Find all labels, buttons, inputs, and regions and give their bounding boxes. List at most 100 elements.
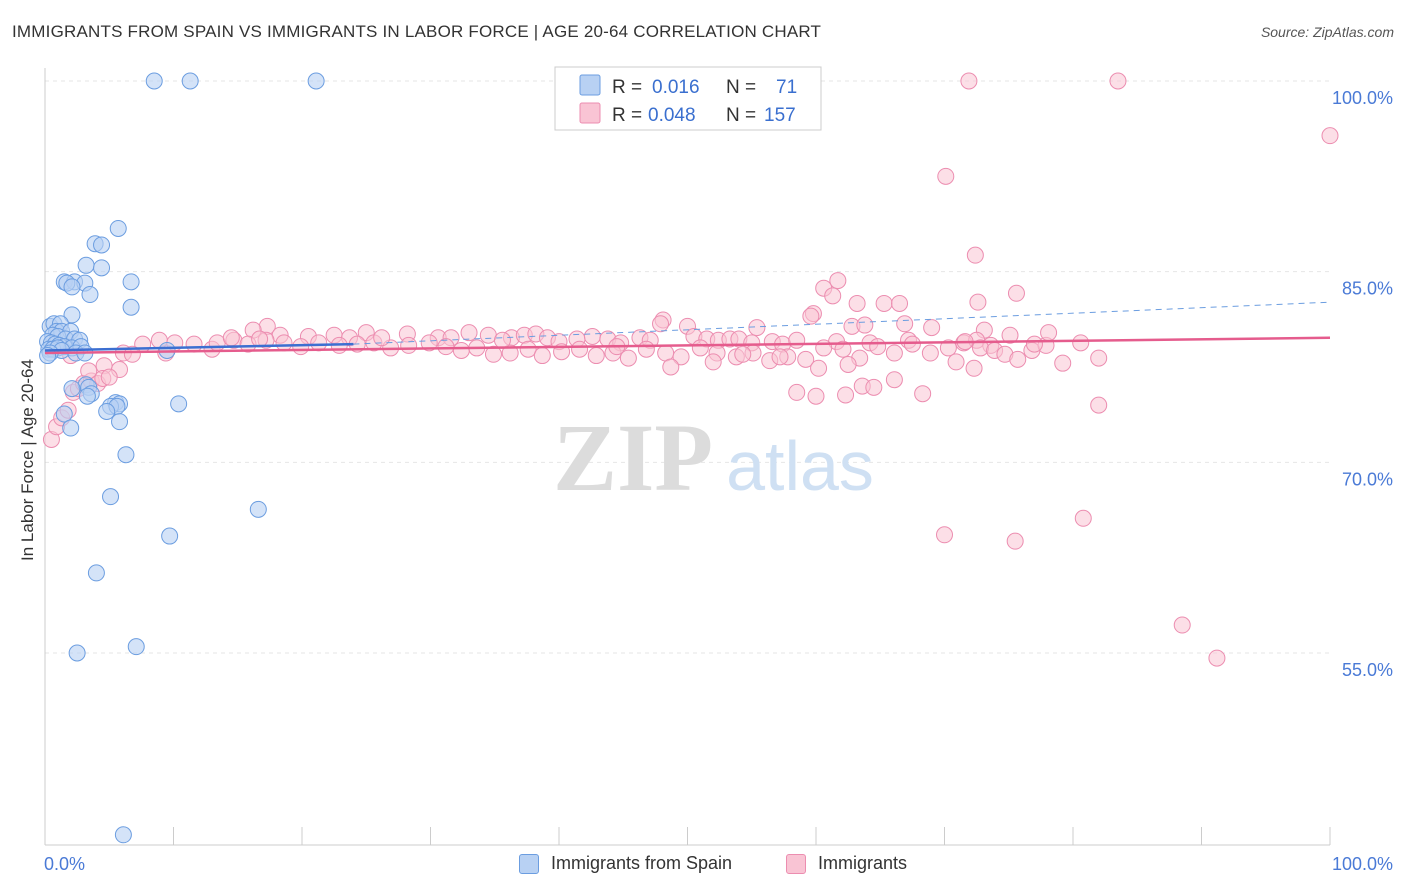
immigrants-point-46 [583, 327, 601, 345]
immigrants-point-110 [903, 335, 921, 353]
immigrants-point-9 [848, 294, 866, 312]
spain-point-46 [63, 380, 81, 398]
immigrants-point-163 [788, 383, 806, 401]
trend-lines [44, 301, 1331, 355]
immigrants-point-38 [460, 324, 478, 342]
legend-r-value-1: 0.016 [652, 77, 700, 98]
immigrants-point-4 [966, 246, 984, 264]
immigrants-point-156 [865, 378, 883, 396]
y-tick-labels: 55.0% 70.0% 85.0% 100.0% [1332, 88, 1393, 680]
spain-point-60 [249, 500, 267, 518]
legend-item-immigrants: Immigrants [786, 853, 907, 874]
legend-swatch-spain [579, 74, 601, 96]
spain-point-5 [93, 236, 111, 254]
immigrants-point-111 [921, 344, 939, 362]
immigrants-point-12 [969, 293, 987, 311]
immigrants-point-21 [923, 319, 941, 337]
immigrants-point-3 [937, 167, 955, 185]
immigrants-point-17 [748, 319, 766, 337]
immigrants-point-108 [869, 338, 887, 356]
legend-bottom-label-immigrants: Immigrants [818, 853, 908, 873]
spain-point-11 [122, 273, 140, 291]
spain-point-7 [93, 259, 111, 277]
immigrants-point-145 [734, 345, 752, 363]
immigrants-point-109 [885, 344, 903, 362]
x-tick-label-0: 0.0% [44, 854, 85, 874]
immigrants-point-121 [1072, 334, 1090, 352]
immigrants-point-133 [100, 368, 118, 386]
immigrants-point-0 [960, 72, 978, 90]
immigrants-point-81 [400, 336, 418, 354]
spain-point-65 [114, 826, 132, 844]
immigrants-point-106 [834, 340, 852, 358]
spain-point-15 [122, 298, 140, 316]
immigrants-point-147 [810, 359, 828, 377]
immigrants-trend-line [44, 336, 1331, 355]
legend-bottom-label-spain: Immigrants from Spain [551, 853, 733, 873]
immigrants-point-59 [788, 331, 806, 349]
legend-swatch-immigrants [579, 102, 601, 124]
legend-n-value-1: 71 [776, 77, 797, 98]
x-tick-label-1: 100.0% [1332, 854, 1393, 874]
legend-bottom: Immigrants from Spain Immigrants [0, 850, 1406, 880]
immigrants-point-162 [1090, 396, 1108, 414]
immigrants-point-117 [1009, 350, 1027, 368]
legend-r-value-2: 0.048 [648, 105, 696, 126]
immigrants-point-134 [80, 362, 98, 380]
immigrants-point-139 [251, 330, 269, 348]
immigrants-point-95 [637, 340, 655, 358]
immigrants-point-1 [1109, 72, 1127, 90]
immigrants-point-148 [839, 355, 857, 373]
immigrants-point-138 [222, 329, 240, 347]
spain-trend-line [44, 342, 354, 352]
series-spain-points [39, 72, 325, 844]
spain-point-54 [98, 402, 116, 420]
immigrants-point-70 [208, 334, 226, 352]
immigrants-point-69 [185, 335, 203, 353]
immigrants-point-94 [619, 349, 637, 367]
immigrants-point-91 [571, 340, 589, 358]
immigrants-point-141 [493, 331, 511, 349]
immigrants-point-122 [1090, 349, 1108, 367]
legend-r-label-1: R = [612, 77, 642, 98]
immigrants-point-23 [1001, 326, 1019, 344]
immigrants-point-152 [965, 359, 983, 377]
immigrants-point-105 [815, 339, 833, 357]
immigrants-point-165 [1025, 335, 1043, 353]
immigrants-point-158 [1006, 532, 1024, 550]
spain-point-56 [111, 413, 129, 431]
legend-bottom-swatch-immigrants [786, 853, 806, 874]
spain-point-58 [117, 446, 135, 464]
immigrants-point-154 [837, 386, 855, 404]
immigrants-point-2 [1321, 127, 1339, 145]
spain-point-3 [109, 219, 127, 237]
immigrants-point-161 [1208, 649, 1226, 667]
legend-n-value-2: 157 [764, 105, 796, 126]
immigrants-point-5 [829, 272, 847, 290]
spain-point-1 [181, 72, 199, 90]
watermark-zip: ZIP [553, 404, 713, 511]
watermark: ZIP atlas [553, 404, 874, 511]
spain-point-61 [161, 527, 179, 545]
immigrants-point-7 [824, 287, 842, 305]
spain-point-2 [307, 72, 325, 90]
immigrants-point-10 [875, 294, 893, 312]
immigrants-point-150 [914, 385, 932, 403]
immigrants-point-159 [1074, 509, 1092, 527]
grid-lines [45, 80, 1330, 654]
immigrants-point-74 [275, 334, 293, 352]
immigrants-point-164 [856, 316, 874, 334]
immigrants-point-149 [885, 371, 903, 389]
immigrants-point-82 [420, 334, 438, 352]
immigrants-point-160 [1173, 616, 1191, 634]
immigrants-point-86 [484, 345, 502, 363]
immigrants-point-144 [704, 353, 722, 371]
immigrants-point-97 [672, 348, 690, 366]
watermark-atlas: atlas [726, 427, 874, 505]
spain-point-62 [87, 564, 105, 582]
immigrants-point-84 [452, 341, 470, 359]
immigrants-point-104 [797, 350, 815, 368]
spain-point-0 [145, 72, 163, 90]
spain-point-57 [62, 419, 80, 437]
